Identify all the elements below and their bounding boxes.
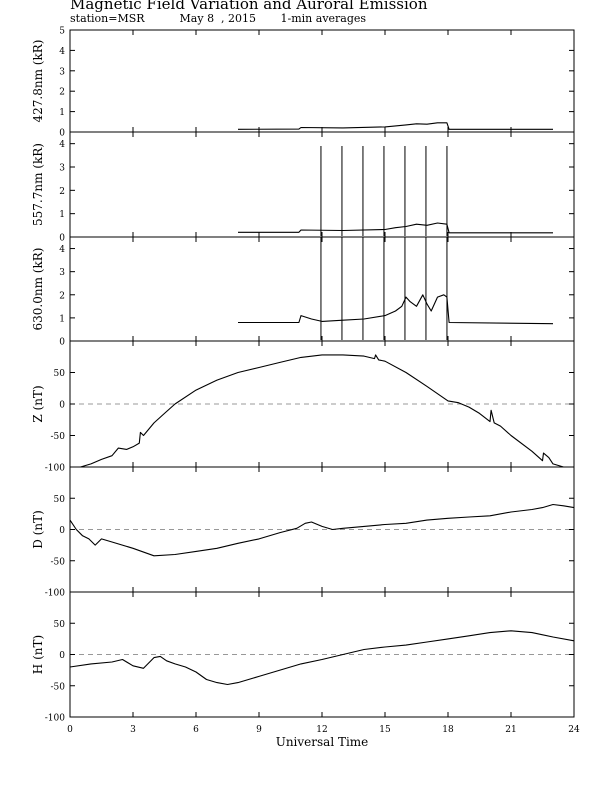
y-tick-label: 3 bbox=[59, 164, 65, 174]
y-tick-label: 1 bbox=[59, 314, 65, 324]
y-tick-label: 50 bbox=[54, 369, 66, 379]
y-tick-label: 0 bbox=[59, 401, 65, 411]
series-line bbox=[238, 294, 554, 325]
y-tick-label: 4 bbox=[59, 47, 65, 57]
y-tick-label: 2 bbox=[59, 291, 65, 301]
panel-frame bbox=[69, 131, 575, 238]
x-tick-label: 6 bbox=[193, 725, 199, 735]
x-tick-label: 15 bbox=[379, 725, 391, 735]
y-tick-label: 1 bbox=[59, 210, 65, 220]
panel-4: -100 -50 0 50 D (nT) bbox=[31, 466, 575, 599]
x-tick-label: 12 bbox=[316, 725, 327, 735]
series-line bbox=[238, 222, 553, 234]
y-axis-label: 427.8nm (kR) bbox=[31, 40, 45, 123]
y-axis-label: 557.7nm (kR) bbox=[31, 143, 45, 226]
series-line bbox=[69, 630, 575, 686]
x-tick-label: 24 bbox=[568, 725, 580, 735]
y-tick-label: 0 bbox=[59, 129, 65, 139]
y-tick-label: 0 bbox=[59, 526, 65, 536]
y-tick-label: 0 bbox=[59, 651, 65, 661]
panel-1: 0 1 2 3 4 557.7nm (kR) bbox=[31, 131, 575, 244]
x-tick-label: 9 bbox=[256, 725, 262, 735]
x-tick-label: 0 bbox=[67, 725, 73, 735]
series-line bbox=[237, 122, 553, 130]
x-axis-label: Universal Time bbox=[276, 735, 369, 749]
y-tick-label: 0 bbox=[59, 234, 65, 244]
chart-title: Magnetic Field Variation and Auroral Emi… bbox=[70, 0, 428, 13]
y-tick-label: -100 bbox=[45, 714, 65, 724]
y-tick-label: 1 bbox=[59, 108, 65, 118]
y-tick-label: 4 bbox=[59, 245, 65, 255]
y-tick-label: 50 bbox=[54, 620, 66, 630]
series-line bbox=[69, 503, 575, 557]
panel-frame bbox=[69, 29, 575, 133]
x-tick-label: 3 bbox=[130, 725, 136, 735]
y-tick-label: 3 bbox=[59, 268, 65, 278]
panel-frame bbox=[69, 236, 575, 342]
y-tick-label: -50 bbox=[51, 557, 66, 567]
panel-2: 0 1 2 3 4 630.0nm (kR) bbox=[31, 236, 575, 348]
y-tick-label: 0 bbox=[59, 338, 65, 348]
chart-subtitle: station=MSR May 8 , 2015 1-min averages bbox=[70, 12, 367, 25]
y-tick-label: 2 bbox=[59, 88, 65, 98]
y-tick-label: 5 bbox=[59, 27, 65, 37]
x-tick-label: 21 bbox=[505, 725, 516, 735]
y-axis-label: H (nT) bbox=[31, 635, 45, 674]
series-line bbox=[70, 354, 574, 468]
y-axis-label: D (nT) bbox=[31, 510, 45, 549]
y-axis-label: Z (nT) bbox=[31, 385, 45, 422]
y-tick-label: -100 bbox=[45, 464, 65, 474]
x-tick-label: 18 bbox=[442, 725, 454, 735]
panel-5: -100 -50 0 50 0 3 6 9 12 15 18 21 24 Universal Time H … bbox=[31, 591, 580, 749]
y-tick-label: -100 bbox=[45, 589, 65, 599]
y-tick-label: -50 bbox=[51, 682, 66, 692]
panel-0: 0 1 2 3 4 5 427.8nm (kR) bbox=[31, 27, 575, 139]
y-tick-label: -50 bbox=[51, 432, 66, 442]
y-tick-label: 50 bbox=[54, 495, 66, 505]
y-tick-label: 4 bbox=[59, 140, 65, 150]
y-tick-label: 2 bbox=[59, 187, 65, 197]
y-axis-label: 630.0nm (kR) bbox=[31, 248, 45, 331]
y-tick-label: 3 bbox=[59, 67, 65, 77]
panel-3: -100 -50 0 50 Z (nT) bbox=[31, 340, 575, 474]
